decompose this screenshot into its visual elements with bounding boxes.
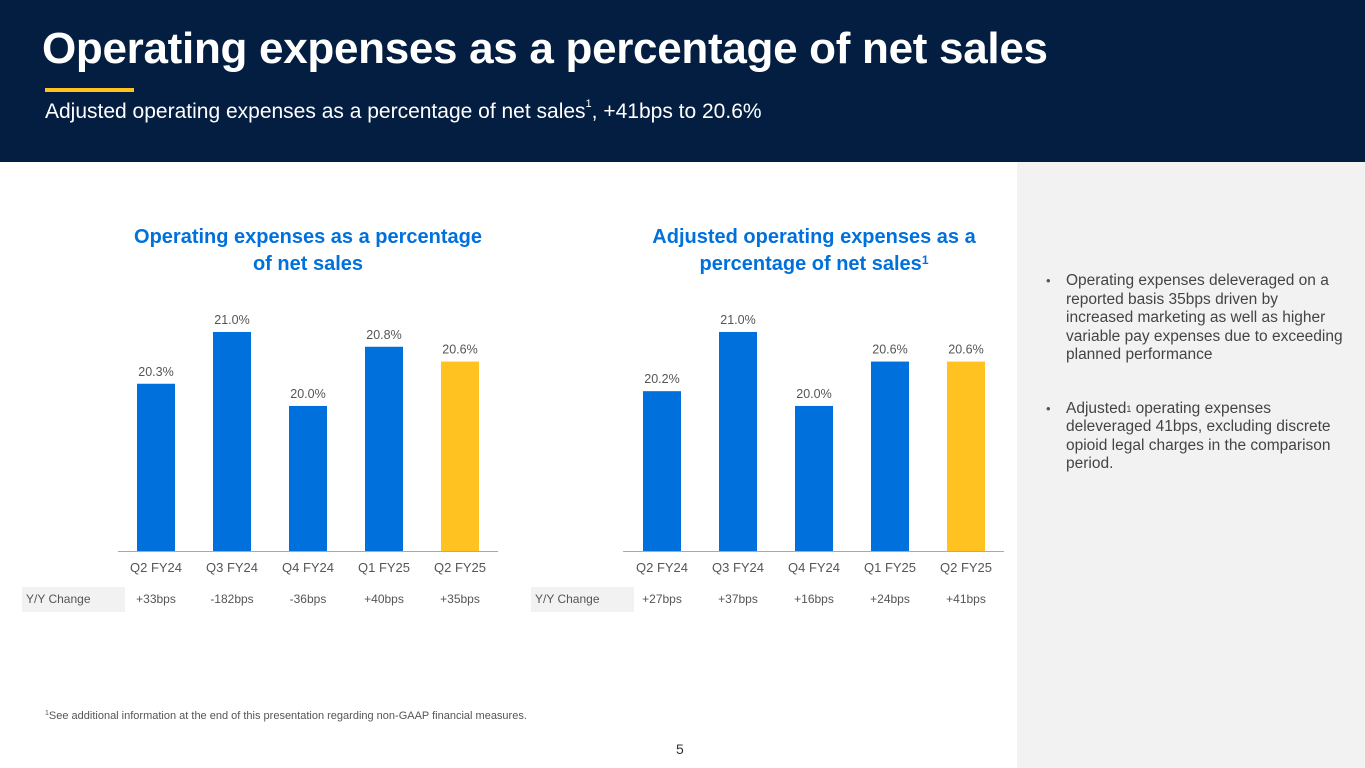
chart-2-title-line1: Adjusted operating expenses as a [652, 226, 976, 248]
header-banner: Operating expenses as a percentage of ne… [0, 0, 1365, 162]
chart-2-data-label: 20.2% [644, 372, 679, 386]
chart-2-data-label: 20.6% [948, 343, 983, 357]
chart-2-category-label: Q2 FY25 [940, 560, 992, 575]
chart-1-category-label: Q2 FY25 [434, 560, 486, 575]
page-number: 5 [676, 741, 684, 757]
bullet-footnote-marker: 1 [1126, 403, 1132, 414]
chart-1-category-label: Q2 FY24 [130, 560, 182, 575]
chart-1-yoy-value: -36bps [289, 592, 327, 606]
chart-1-yoy-value: +35bps [440, 592, 480, 606]
bullet-text-tail: operating expenses deleveraged 41bps, ex… [1066, 399, 1331, 473]
chart-1-bar-q2-fy25 [441, 361, 479, 551]
chart-2-title-line2-text: percentage of net sales [699, 253, 922, 275]
chart-2-category-label: Q1 FY25 [864, 560, 916, 575]
footnote-marker: 1 [45, 710, 49, 717]
chart-2-yoy-label: Y/Y Change [531, 587, 634, 612]
chart-2-yoy-value: +24bps [870, 592, 910, 606]
commentary-bullet: Adjusted1 operating expenses deleveraged… [1046, 400, 1346, 474]
footnote: 1See additional information at the end o… [45, 710, 527, 722]
chart-1-category-label: Q1 FY25 [358, 560, 410, 575]
chart-1-title: Operating expenses as a percentage of ne… [98, 224, 518, 278]
chart-1-data-label: 20.3% [138, 365, 173, 379]
commentary-bullets: Operating expenses deleveraged on a repo… [1046, 272, 1346, 509]
chart-1-bar-q1-fy25 [365, 346, 403, 551]
chart-1-category-label: Q4 FY24 [282, 560, 334, 575]
chart-1-data-label: 20.8% [366, 328, 401, 342]
chart-2-category-label: Q4 FY24 [788, 560, 840, 575]
chart-1-title-line2: of net sales [252, 253, 364, 275]
footnote-text: See additional information at the end of… [48, 710, 527, 722]
commentary-bullet: Operating expenses deleveraged on a repo… [1046, 272, 1346, 365]
chart-2-category-label: Q3 FY24 [712, 560, 764, 575]
chart-2-bar-q4-fy24 [795, 405, 833, 551]
chart-2-yoy-value: +27bps [642, 592, 682, 606]
subtitle-text: Adjusted operating expenses as a percent… [45, 100, 586, 123]
chart-2-data-label: 20.6% [872, 343, 907, 357]
chart-2-bar-q2-fy24 [643, 391, 681, 551]
chart-2-data-label: 20.0% [796, 387, 831, 401]
chart-2-bar-q3-fy24 [719, 331, 757, 551]
chart-2-bar-q1-fy25 [871, 361, 909, 551]
chart-1-title-line1: Operating expenses as a percentage [134, 226, 482, 248]
chart-1-data-label: 20.6% [442, 343, 477, 357]
chart-1-data-label: 20.0% [290, 387, 325, 401]
page-subtitle: Adjusted operating expenses as a percent… [45, 98, 762, 124]
bullet-text: Adjusted [1066, 399, 1127, 417]
chart-2-yoy-value: +41bps [946, 592, 986, 606]
bullet-text: Operating expenses deleveraged on a repo… [1066, 272, 1343, 363]
chart-2-bar-q2-fy25 [947, 361, 985, 551]
chart-2-title: Adjusted operating expenses as a percent… [604, 224, 1024, 278]
chart-1-yoy-value: +33bps [136, 592, 176, 606]
chart-2-title-line2: percentage of net sales1 [604, 251, 1024, 278]
chart-1-yoy-value: -182bps [210, 592, 254, 606]
chart-1-bar-q3-fy24 [213, 331, 251, 551]
subtitle-tail: , +41bps to 20.6% [591, 100, 762, 123]
subtitle-footnote-marker: 1 [585, 98, 592, 110]
chart-2-yoy-value: +37bps [718, 592, 758, 606]
page-title: Operating expenses as a percentage of ne… [42, 24, 1048, 73]
bar-charts: 20.3% Q2 FY24 21.0% Q3 FY24 20.0% Q4 FY24 20.8… [118, 313, 1004, 575]
chart-2-data-label: 21.0% [720, 313, 755, 327]
chart-2-title-footnote-marker: 1 [921, 253, 929, 267]
chart-1-category-label: Q3 FY24 [206, 560, 258, 575]
chart-2-yoy-value: +16bps [794, 592, 834, 606]
chart-1-yoy-label: Y/Y Change [22, 587, 125, 612]
chart-1-bar-q4-fy24 [289, 405, 327, 551]
chart-2-category-label: Q2 FY24 [636, 560, 688, 575]
chart-1-bar-q2-fy24 [137, 383, 175, 551]
chart-1-yoy-value: +40bps [364, 592, 404, 606]
chart-1-data-label: 21.0% [214, 313, 249, 327]
title-accent-rule [45, 88, 134, 92]
